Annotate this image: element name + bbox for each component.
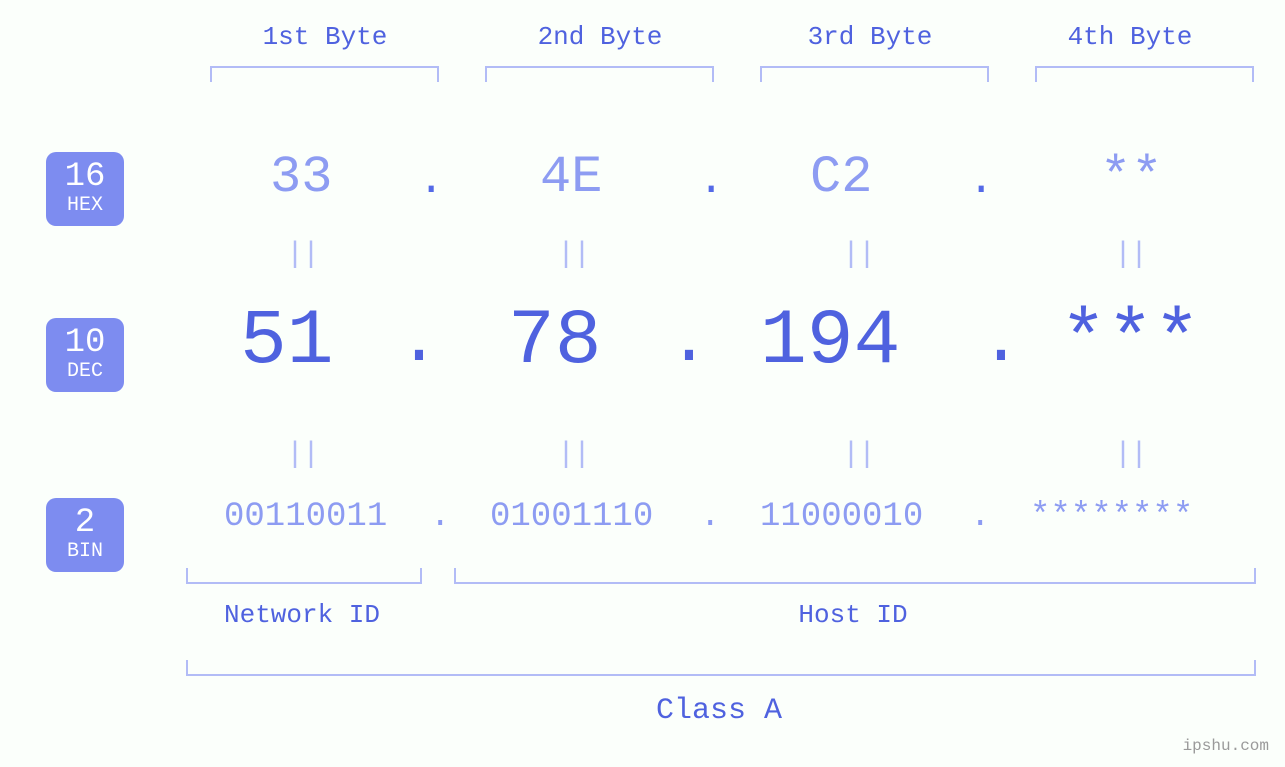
- bin-dot-3: .: [970, 498, 990, 536]
- host-id-bracket: [454, 568, 1256, 584]
- dec-byte-1: 51: [240, 298, 334, 386]
- byte-header-2: 2nd Byte: [500, 22, 700, 52]
- byte-header-1: 1st Byte: [225, 22, 425, 52]
- class-label: Class A: [186, 694, 1252, 728]
- top-bracket-1: [210, 66, 439, 82]
- hex-byte-3: C2: [810, 148, 872, 207]
- top-bracket-2: [485, 66, 714, 82]
- top-bracket-3: [760, 66, 989, 82]
- equals-1-1: ||: [282, 238, 322, 272]
- bin-dot-2: .: [700, 498, 720, 536]
- base-badge-hex-label: HEX: [46, 196, 124, 216]
- network-id-bracket: [186, 568, 422, 584]
- dec-byte-3: 194: [760, 298, 900, 386]
- bin-byte-4: ********: [1030, 498, 1193, 536]
- top-bracket-4: [1035, 66, 1254, 82]
- base-badge-bin-num: 2: [46, 506, 124, 540]
- dec-dot-3: .: [980, 303, 1022, 382]
- base-badge-dec-num: 10: [46, 326, 124, 360]
- base-badge-hex: 16 HEX: [46, 152, 124, 226]
- equals-2-3: ||: [838, 438, 878, 472]
- equals-2-4: ||: [1110, 438, 1150, 472]
- hex-byte-2: 4E: [540, 148, 602, 207]
- hex-byte-1: 33: [270, 148, 332, 207]
- watermark: ipshu.com: [1183, 737, 1269, 755]
- hex-dot-1: .: [418, 156, 444, 206]
- base-badge-dec: 10 DEC: [46, 318, 124, 392]
- base-badge-dec-label: DEC: [46, 362, 124, 382]
- dec-dot-1: .: [398, 303, 440, 382]
- dec-dot-2: .: [668, 303, 710, 382]
- dec-byte-4: ***: [1060, 298, 1200, 386]
- bin-byte-3: 11000010: [760, 498, 923, 536]
- equals-2-1: ||: [282, 438, 322, 472]
- bin-dot-1: .: [430, 498, 450, 536]
- hex-dot-2: .: [698, 156, 724, 206]
- bin-byte-2: 01001110: [490, 498, 653, 536]
- byte-header-3: 3rd Byte: [770, 22, 970, 52]
- base-badge-bin-label: BIN: [46, 542, 124, 562]
- dec-byte-2: 78: [508, 298, 602, 386]
- equals-2-2: ||: [553, 438, 593, 472]
- equals-1-3: ||: [838, 238, 878, 272]
- base-badge-hex-num: 16: [46, 160, 124, 194]
- class-bracket: [186, 660, 1256, 676]
- equals-1-4: ||: [1110, 238, 1150, 272]
- network-id-label: Network ID: [186, 600, 418, 630]
- hex-byte-4: **: [1100, 148, 1162, 207]
- host-id-label: Host ID: [454, 600, 1252, 630]
- bin-byte-1: 00110011: [224, 498, 387, 536]
- byte-header-4: 4th Byte: [1030, 22, 1230, 52]
- hex-dot-3: .: [968, 156, 994, 206]
- equals-1-2: ||: [553, 238, 593, 272]
- base-badge-bin: 2 BIN: [46, 498, 124, 572]
